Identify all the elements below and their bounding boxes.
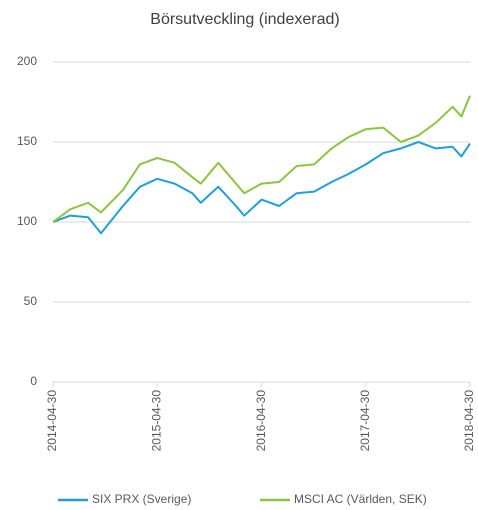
x-tick-label: 2015-04-30: [149, 390, 163, 452]
y-tick-label: 50: [24, 294, 38, 308]
y-tick-label: 100: [17, 214, 37, 228]
x-tick-label: 2014-04-30: [45, 390, 59, 452]
x-tick-label: 2016-04-30: [254, 390, 268, 452]
legend-label: SIX PRX (Sverige): [92, 492, 191, 506]
y-tick-label: 200: [17, 54, 37, 68]
x-tick-label: 2017-04-30: [358, 390, 372, 452]
series-line: [52, 141, 471, 235]
legend-label: MSCI AC (Världen, SEK): [294, 492, 427, 506]
chart-title: Börsutveckling (indexerad): [150, 11, 339, 28]
y-tick-label: 0: [30, 374, 37, 388]
x-tick-label: 2018-04-30: [462, 390, 476, 452]
series-line: [52, 95, 471, 223]
y-tick-label: 150: [17, 134, 37, 148]
